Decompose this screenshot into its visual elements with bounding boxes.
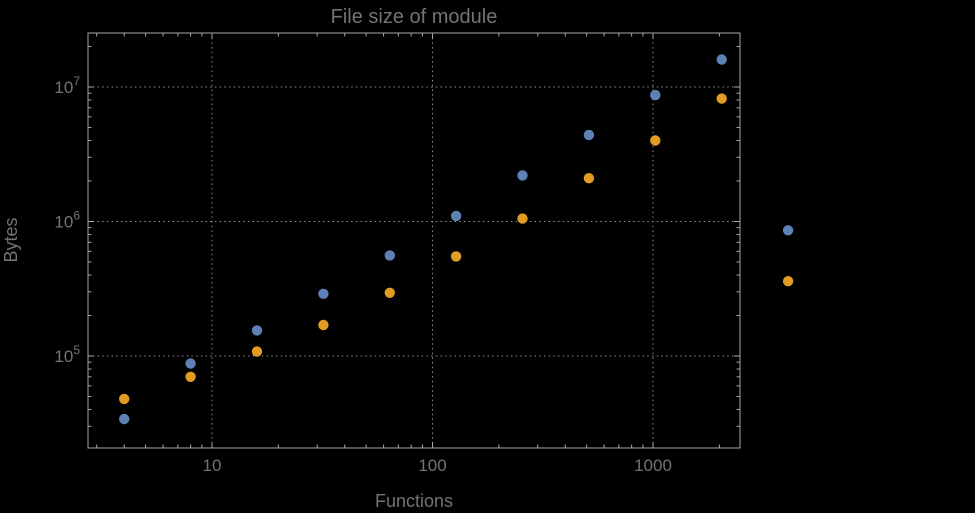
data-point-series-1 <box>583 129 595 141</box>
x-tick-label: 100 <box>418 456 446 475</box>
x-tick-label: 1000 <box>634 456 672 475</box>
data-point-series-1 <box>450 210 462 222</box>
x-tick-label: 10 <box>203 456 222 475</box>
chart-title: File size of module <box>331 6 498 28</box>
y-tick-label: 107 <box>54 74 80 97</box>
data-point-series-1 <box>782 225 794 236</box>
x-axis-label: Functions <box>375 491 453 511</box>
data-points <box>119 54 794 425</box>
data-point-series-1 <box>650 89 661 101</box>
y-tick-label: 106 <box>54 208 80 231</box>
axis-ticks <box>88 33 740 448</box>
data-point-series-2 <box>119 393 130 405</box>
data-point-series-2 <box>251 346 263 357</box>
data-point-series-2 <box>782 276 794 287</box>
data-point-series-1 <box>716 54 727 65</box>
tick-labels: 10 100 1000 105 106 107 <box>54 74 672 475</box>
data-point-series-2 <box>650 135 661 146</box>
axis-labels: File size of module Functions Bytes <box>1 6 497 511</box>
data-point-series-1 <box>517 170 528 181</box>
data-point-series-2 <box>318 319 329 331</box>
data-point-series-2 <box>517 213 528 224</box>
plot-frame <box>87 32 741 449</box>
gridlines <box>88 33 740 448</box>
y-axis-label: Bytes <box>1 217 21 262</box>
data-point-series-2 <box>185 371 196 382</box>
data-point-series-1 <box>318 288 329 299</box>
data-point-series-2 <box>716 93 727 104</box>
data-point-series-2 <box>583 173 595 184</box>
data-point-series-1 <box>384 250 395 261</box>
y-tick-label: 105 <box>54 343 80 366</box>
data-point-series-1 <box>251 325 263 336</box>
data-point-series-2 <box>384 287 395 298</box>
data-point-series-2 <box>450 251 462 262</box>
data-point-series-1 <box>119 413 130 425</box>
data-point-series-1 <box>185 358 196 369</box>
